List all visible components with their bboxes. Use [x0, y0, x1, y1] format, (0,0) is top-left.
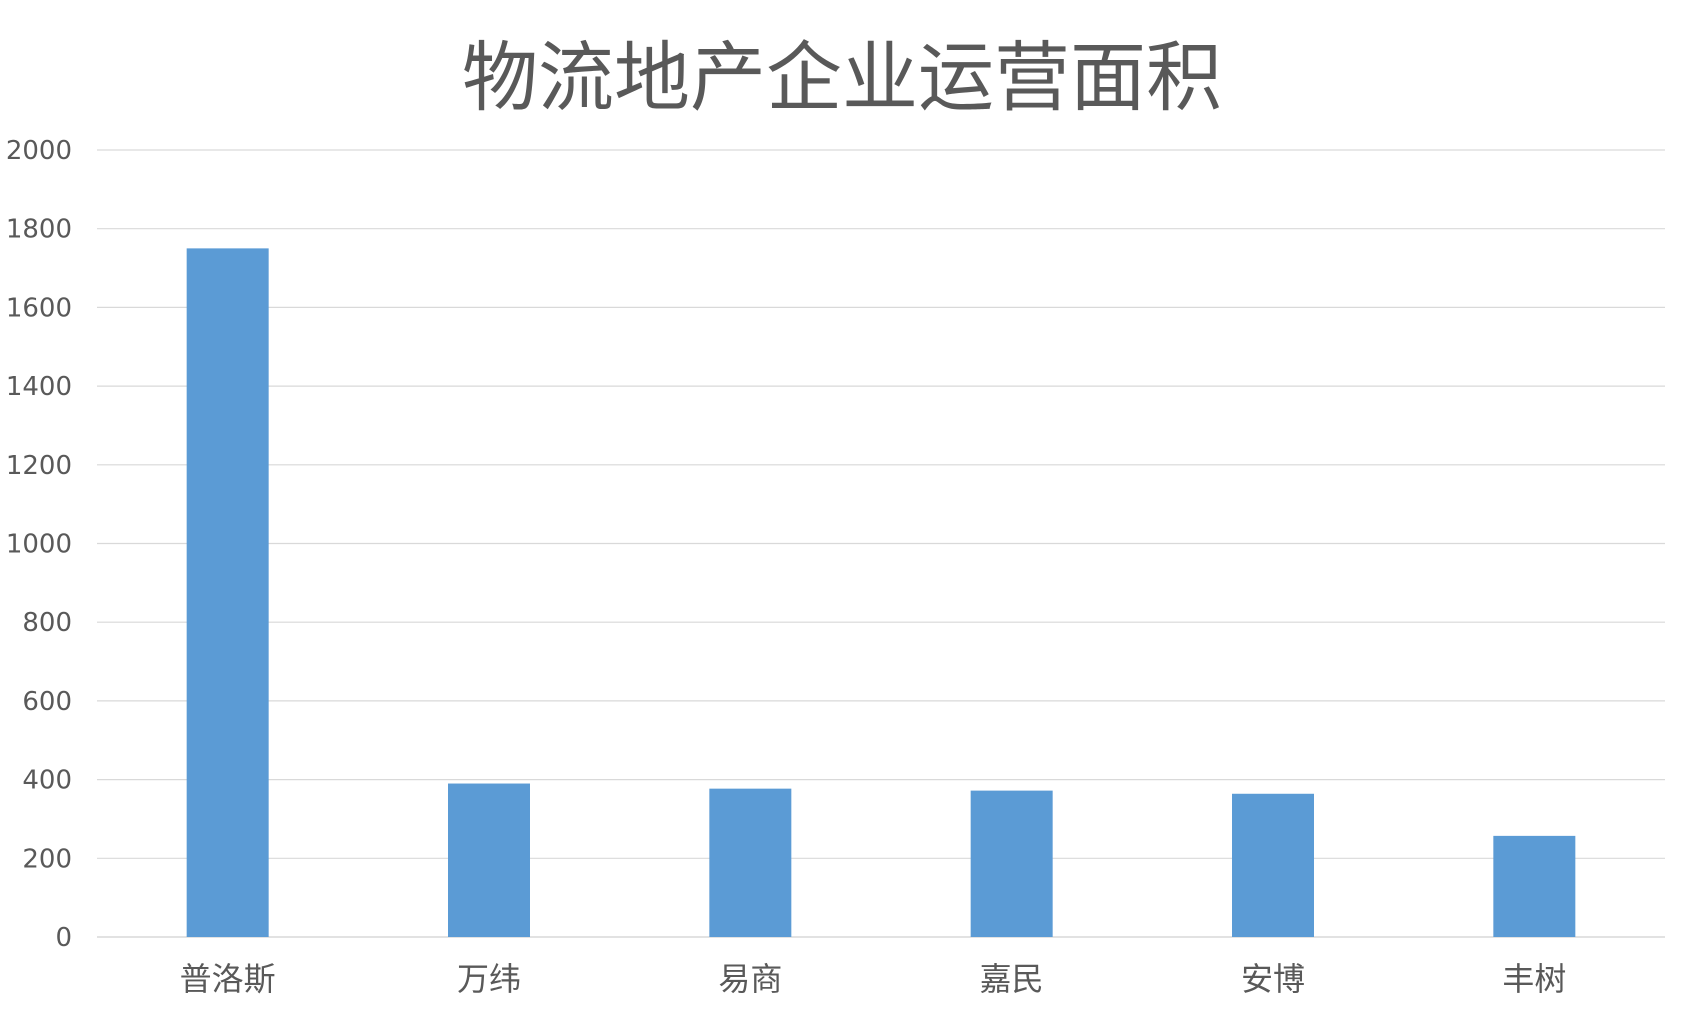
bar — [448, 783, 530, 937]
y-tick-label: 1600 — [6, 293, 72, 323]
y-tick-label: 600 — [22, 687, 72, 717]
y-tick-label: 1400 — [6, 372, 72, 402]
x-tick-label: 普洛斯 — [180, 960, 276, 998]
x-tick-label: 万纬 — [457, 960, 521, 998]
bar — [186, 248, 269, 937]
bar — [1232, 793, 1314, 937]
y-tick-label: 200 — [22, 844, 72, 874]
x-tick-label: 嘉民 — [980, 960, 1044, 998]
y-tick-label: 1000 — [6, 530, 72, 560]
x-tick-label: 易商 — [718, 960, 782, 998]
y-tick-label: 1800 — [6, 215, 72, 245]
y-tick-label: 1200 — [6, 451, 72, 481]
bar — [1493, 835, 1576, 937]
x-axis-ticks: 普洛斯 万纬 易商 嘉民 安博 丰树 — [180, 960, 1567, 998]
bar — [709, 788, 792, 937]
y-axis-ticks: 0 200 400 600 800 1000 1200 1400 1600 1800 2000 — [6, 136, 72, 953]
y-tick-label: 0 — [55, 923, 72, 953]
gridlines — [97, 149, 1665, 938]
bars — [186, 248, 1576, 937]
y-tick-label: 2000 — [6, 136, 72, 166]
x-tick-label: 安博 — [1241, 960, 1305, 998]
chart-title: 物流地产企业运营面积 — [462, 33, 1222, 122]
y-tick-label: 800 — [22, 608, 72, 638]
x-tick-label: 丰树 — [1502, 960, 1566, 998]
bar — [970, 790, 1053, 937]
y-tick-label: 400 — [22, 766, 72, 796]
